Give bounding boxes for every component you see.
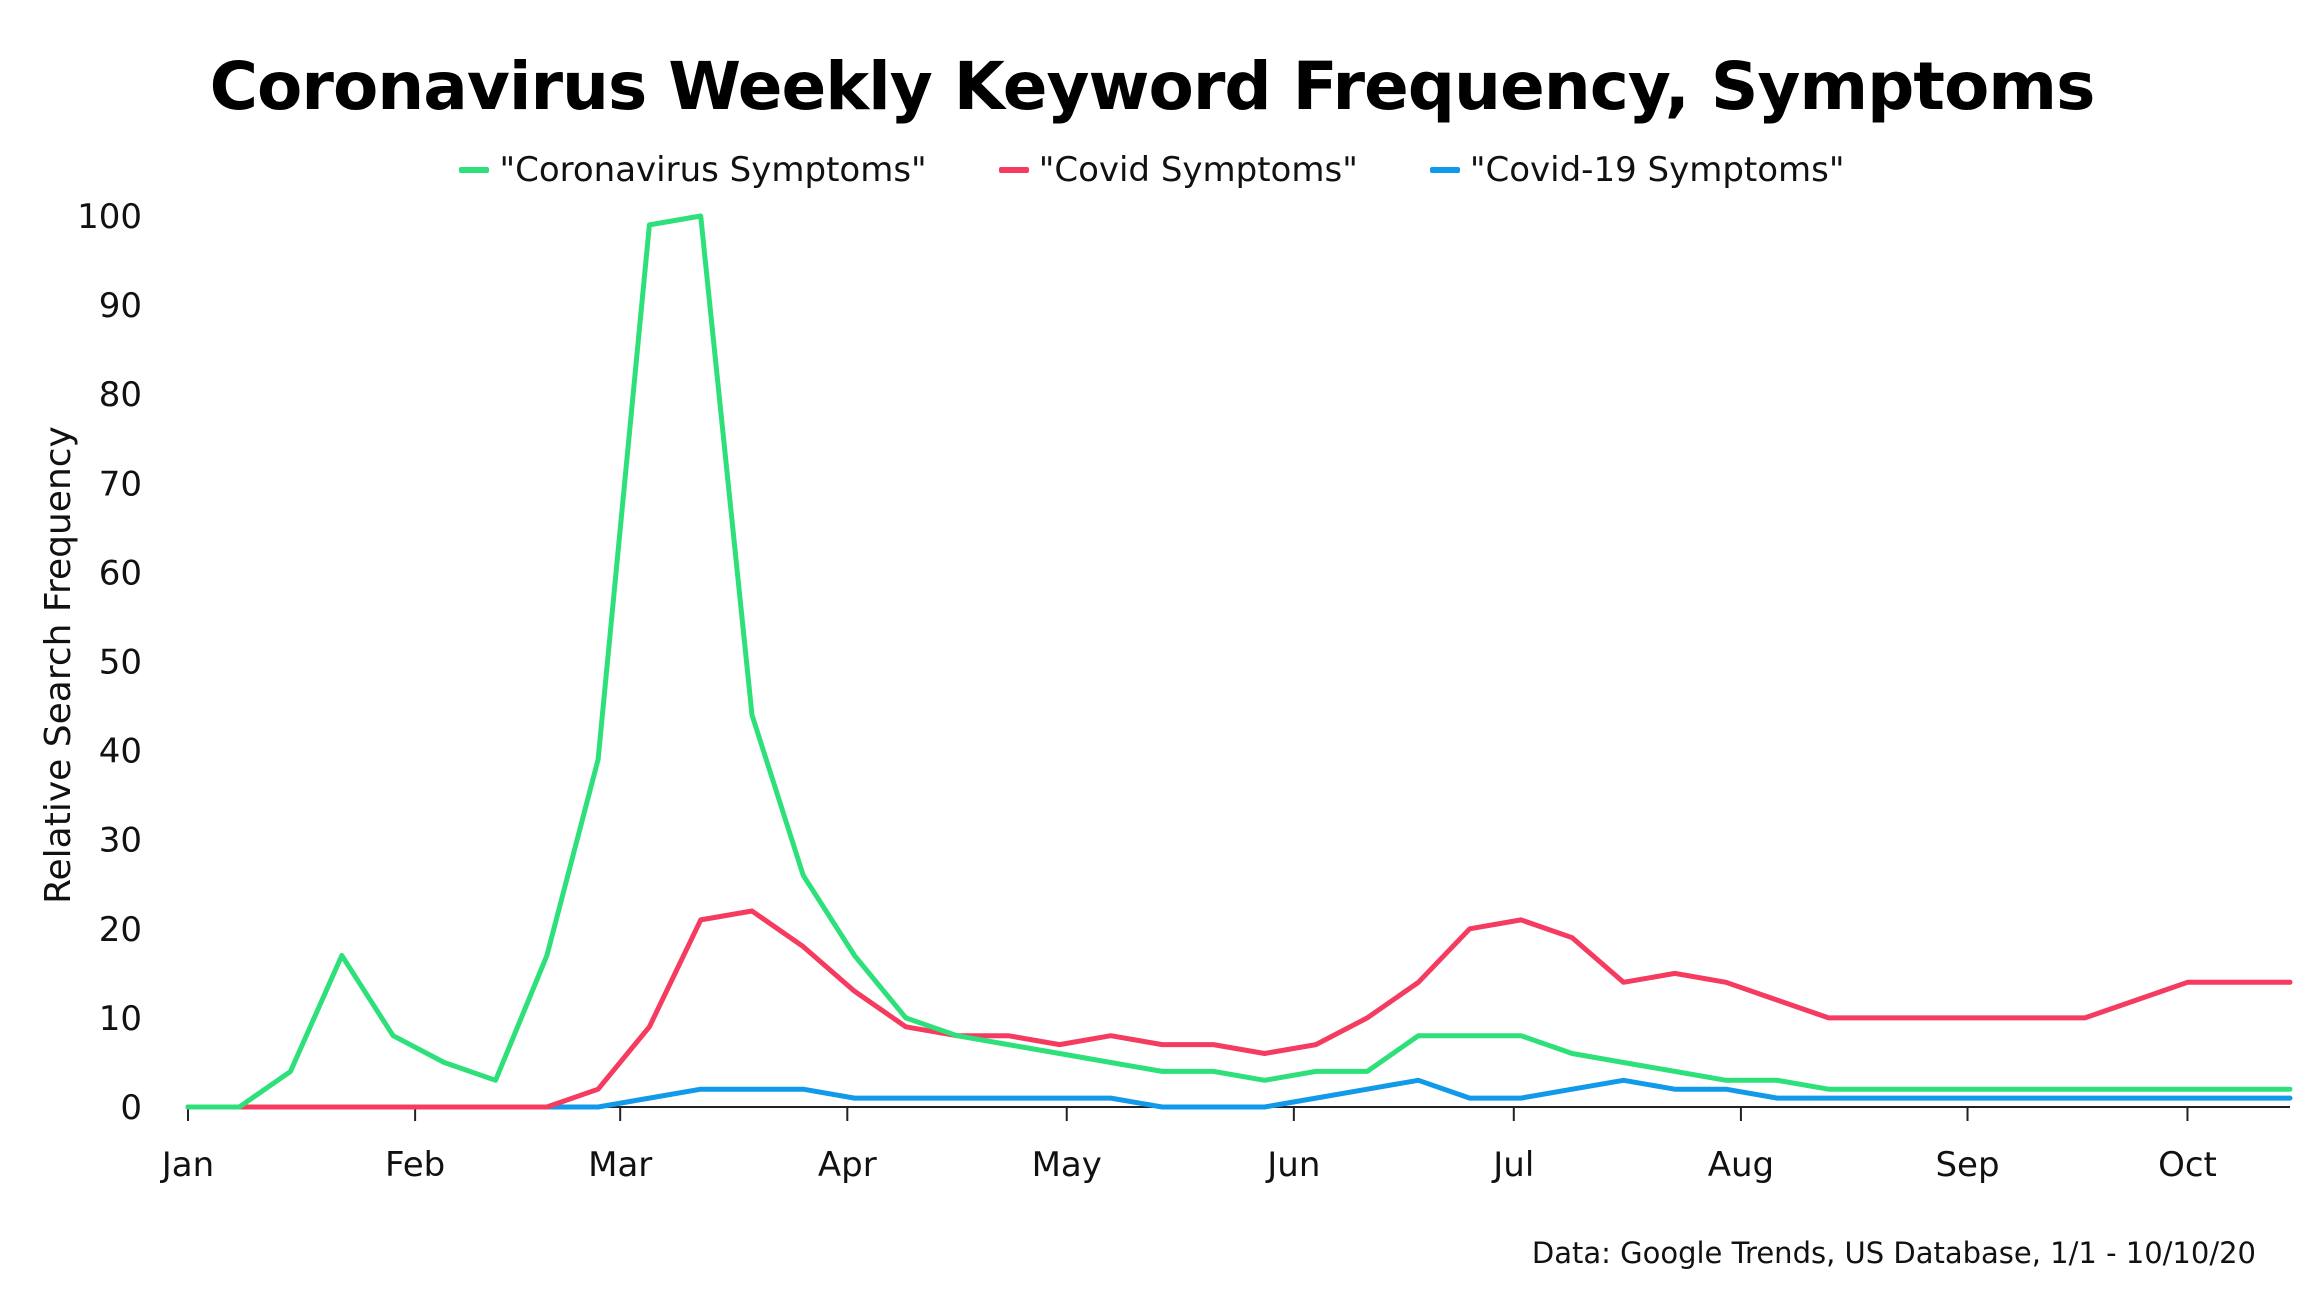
y-tick-label: 40 — [99, 732, 142, 772]
y-tick-label: 90 — [99, 286, 142, 326]
y-tick-label: 50 — [99, 643, 142, 683]
legend-item-covid-symptoms: "Covid Symptoms" — [998, 150, 1358, 190]
source-note: Data: Google Trends, US Database, 1/1 - … — [1531, 1236, 2256, 1270]
y-tick-label: 30 — [99, 821, 142, 861]
x-axis: Jan Feb Mar Apr May Jun Jul Aug Sep Oct — [160, 1106, 2290, 1185]
x-tick-label: Oct — [2158, 1145, 2217, 1185]
legend-item-coronavirus-symptoms: "Coronavirus Symptoms" — [459, 150, 927, 190]
legend: "Coronavirus Symptoms" "Covid Symptoms" … — [0, 150, 2304, 190]
legend-swatch-coronavirus-symptoms — [459, 167, 490, 173]
series-line-2 — [185, 1077, 2293, 1110]
y-tick-label: 0 — [120, 1088, 142, 1128]
y-tick-label: 20 — [99, 910, 142, 950]
legend-label-covid-19-symptoms: "Covid-19 Symptoms" — [1469, 150, 1845, 190]
legend-swatch-covid-symptoms — [998, 167, 1029, 173]
x-tick-label: Feb — [385, 1145, 445, 1185]
x-tick-label: Mar — [588, 1145, 652, 1185]
x-tick-label: Jan — [160, 1145, 214, 1185]
y-tick-label: 60 — [99, 553, 142, 593]
x-tick-label: Apr — [818, 1145, 877, 1185]
y-tick-label: 70 — [99, 464, 142, 504]
x-tick-label: Jul — [1491, 1145, 1534, 1185]
legend-label-covid-symptoms: "Covid Symptoms" — [1038, 150, 1358, 190]
series-line-0 — [185, 213, 2293, 1110]
legend-swatch-covid-19-symptoms — [1429, 167, 1460, 173]
y-axis-title-group: Relative Search Frequency — [38, 426, 79, 904]
series-lines — [185, 213, 2293, 1110]
y-axis-title: Relative Search Frequency — [38, 426, 79, 904]
y-tick-label: 10 — [99, 999, 142, 1039]
y-axis-ticks: 0 10 20 30 40 50 60 70 80 90 100 — [77, 197, 142, 1128]
series-line-1 — [185, 908, 2293, 1110]
y-tick-label: 100 — [77, 197, 142, 237]
y-tick-label: 80 — [99, 375, 142, 415]
legend-label-coronavirus-symptoms: "Coronavirus Symptoms" — [499, 150, 927, 190]
chart-title: Coronavirus Weekly Keyword Frequency, Sy… — [209, 48, 2096, 125]
x-tick-label: May — [1032, 1145, 1102, 1185]
x-tick-label: Aug — [1708, 1145, 1774, 1185]
x-tick-label: Sep — [1935, 1145, 1999, 1185]
x-tick-label: Jun — [1265, 1145, 1320, 1185]
legend-item-covid-19-symptoms: "Covid-19 Symptoms" — [1429, 150, 1845, 190]
